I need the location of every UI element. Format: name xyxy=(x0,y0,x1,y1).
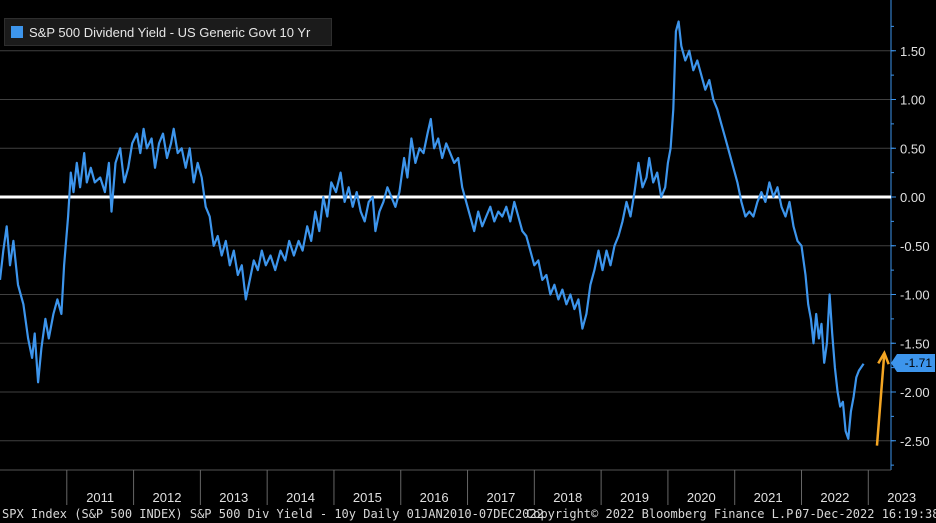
chart-legend: S&P 500 Dividend Yield - US Generic Govt… xyxy=(4,18,332,46)
footer-source: SPX Index (S&P 500 INDEX) S&P 500 Div Yi… xyxy=(2,507,544,521)
y-tick-label: 0.50 xyxy=(900,141,925,156)
x-tick-label: 2013 xyxy=(219,490,248,505)
x-tick-label: 2019 xyxy=(620,490,649,505)
annotation-arrow-head xyxy=(877,350,890,365)
footer-copyright: Copyright© 2022 Bloomberg Finance L.P. xyxy=(526,507,801,521)
y-tick-label: 1.50 xyxy=(900,44,925,59)
legend-swatch-icon xyxy=(11,26,23,38)
series-line xyxy=(0,20,865,440)
x-tick-label: 2015 xyxy=(353,490,382,505)
y-tick-label: -2.00 xyxy=(900,385,930,400)
legend-label: S&P 500 Dividend Yield - US Generic Govt… xyxy=(29,24,311,40)
x-tick-label: 2018 xyxy=(553,490,582,505)
chart-footer: SPX Index (S&P 500 INDEX) S&P 500 Div Yi… xyxy=(0,505,936,523)
x-tick-label: 2022 xyxy=(820,490,849,505)
x-tick-label: 2012 xyxy=(153,490,182,505)
y-tick-label: 1.00 xyxy=(900,93,925,108)
last-value-badge: -1.71 xyxy=(891,354,935,372)
x-tick-label: 2021 xyxy=(754,490,783,505)
x-tick-label: 2016 xyxy=(420,490,449,505)
x-tick-label: 2020 xyxy=(687,490,716,505)
y-tick-label: -0.50 xyxy=(900,239,930,254)
footer-timestamp: 07-Dec-2022 16:19:38 xyxy=(795,507,936,521)
y-tick-label: 0.00 xyxy=(900,190,925,205)
x-tick-label: 2023 xyxy=(887,490,916,505)
x-tick-label: 2014 xyxy=(286,490,315,505)
y-tick-label: -2.50 xyxy=(900,434,930,449)
annotation-arrow-shaft xyxy=(875,352,886,446)
plot-background xyxy=(0,0,936,505)
y-tick-label: -1.00 xyxy=(900,288,930,303)
y-tick-label: -1.50 xyxy=(900,336,930,351)
x-tick-label: 2011 xyxy=(86,490,114,505)
x-tick-label: 2017 xyxy=(486,490,515,505)
